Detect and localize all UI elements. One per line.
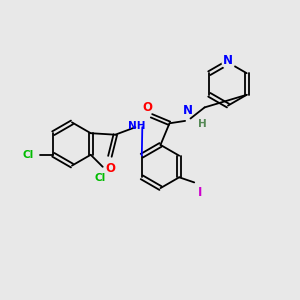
Text: Cl: Cl	[94, 173, 105, 183]
Text: N: N	[183, 104, 193, 117]
Text: N: N	[223, 54, 233, 68]
Text: H: H	[198, 119, 206, 129]
Text: I: I	[198, 186, 202, 199]
Text: O: O	[142, 101, 152, 114]
Text: NH: NH	[128, 121, 146, 131]
Text: Cl: Cl	[22, 150, 34, 160]
Text: O: O	[105, 162, 115, 175]
